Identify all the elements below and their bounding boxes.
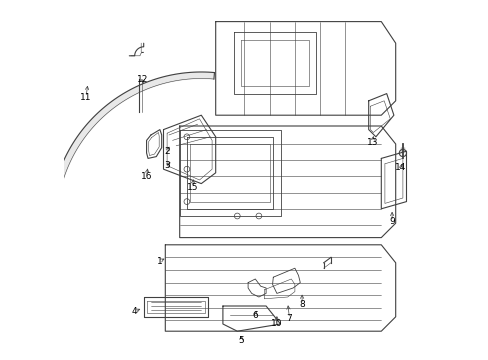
Text: 4: 4: [132, 307, 137, 316]
Text: 5: 5: [238, 336, 244, 345]
Text: 8: 8: [299, 300, 305, 309]
Text: 3: 3: [164, 161, 170, 170]
Text: 6: 6: [252, 310, 258, 320]
Text: 12: 12: [137, 75, 148, 84]
Text: 1: 1: [157, 256, 163, 265]
Text: 16: 16: [141, 172, 152, 181]
Text: 7: 7: [286, 314, 292, 323]
Text: 2: 2: [164, 147, 169, 156]
Text: 14: 14: [395, 163, 406, 172]
Text: 10: 10: [270, 320, 282, 328]
Text: 15: 15: [186, 183, 198, 192]
Text: 11: 11: [80, 93, 92, 102]
Text: 9: 9: [388, 217, 394, 226]
Text: 13: 13: [366, 138, 377, 147]
Polygon shape: [51, 72, 214, 211]
